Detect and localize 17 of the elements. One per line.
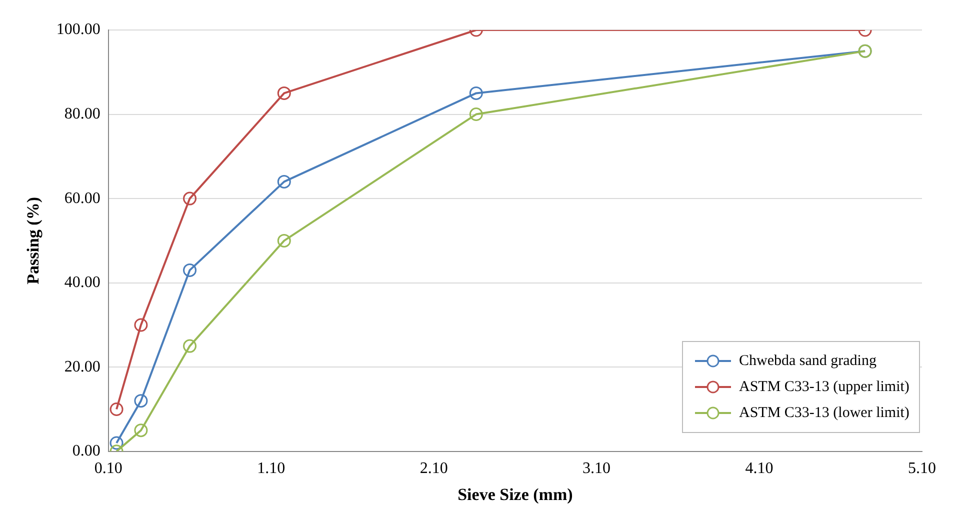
x-tick-label: 1.10 <box>257 460 286 478</box>
y-tick-label: 0.00 <box>72 442 100 460</box>
y-tick-label: 60.00 <box>64 190 100 207</box>
x-tick-label: 2.10 <box>420 460 448 478</box>
legend-label: Chwebda sand grading <box>739 352 876 370</box>
x-tick-label: 5.10 <box>908 460 936 478</box>
x-tick-label: 3.10 <box>582 460 611 478</box>
legend-label: ASTM C33-13 (lower limit) <box>739 404 910 422</box>
x-tick-label: 0.10 <box>94 460 122 478</box>
y-tick-label: 100.00 <box>56 21 100 38</box>
x-axis-title: Sieve Size (mm) <box>458 485 573 504</box>
legend-label: ASTM C33-13 (upper limit) <box>739 378 910 396</box>
y-tick-label: 80.00 <box>64 105 100 122</box>
y-tick-label: 20.00 <box>64 358 100 376</box>
x-tick-label: 4.10 <box>745 460 774 478</box>
y-tick-label: 40.00 <box>64 274 100 292</box>
y-axis-title: Passing (%) <box>24 197 43 284</box>
